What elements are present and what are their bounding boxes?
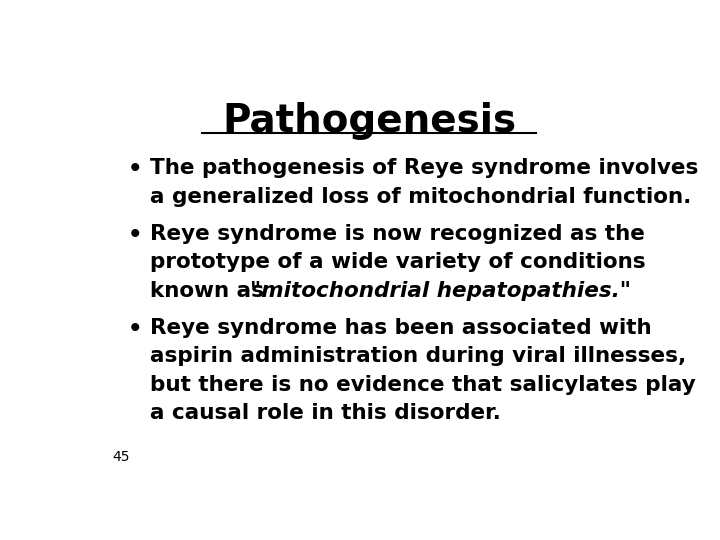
Text: Pathogenesis: Pathogenesis: [222, 102, 516, 140]
Text: 45: 45: [112, 450, 130, 464]
Text: aspirin administration during viral illnesses,: aspirin administration during viral illn…: [150, 346, 686, 366]
Text: prototype of a wide variety of conditions: prototype of a wide variety of condition…: [150, 252, 646, 272]
Text: •: •: [128, 158, 143, 181]
Text: Reye syndrome is now recognized as the: Reye syndrome is now recognized as the: [150, 224, 645, 244]
Text: •: •: [128, 318, 143, 341]
Text: a generalized loss of mitochondrial function.: a generalized loss of mitochondrial func…: [150, 187, 692, 207]
Text: •: •: [128, 224, 143, 247]
Text: The pathogenesis of Reye syndrome involves: The pathogenesis of Reye syndrome involv…: [150, 158, 698, 178]
Text: a causal role in this disorder.: a causal role in this disorder.: [150, 403, 501, 423]
Text: but there is no evidence that salicylates play: but there is no evidence that salicylate…: [150, 375, 696, 395]
Text: Reye syndrome has been associated with: Reye syndrome has been associated with: [150, 318, 652, 338]
Text: known as: known as: [150, 281, 279, 301]
Text: "mitochondrial hepatopathies.": "mitochondrial hepatopathies.": [251, 281, 631, 301]
